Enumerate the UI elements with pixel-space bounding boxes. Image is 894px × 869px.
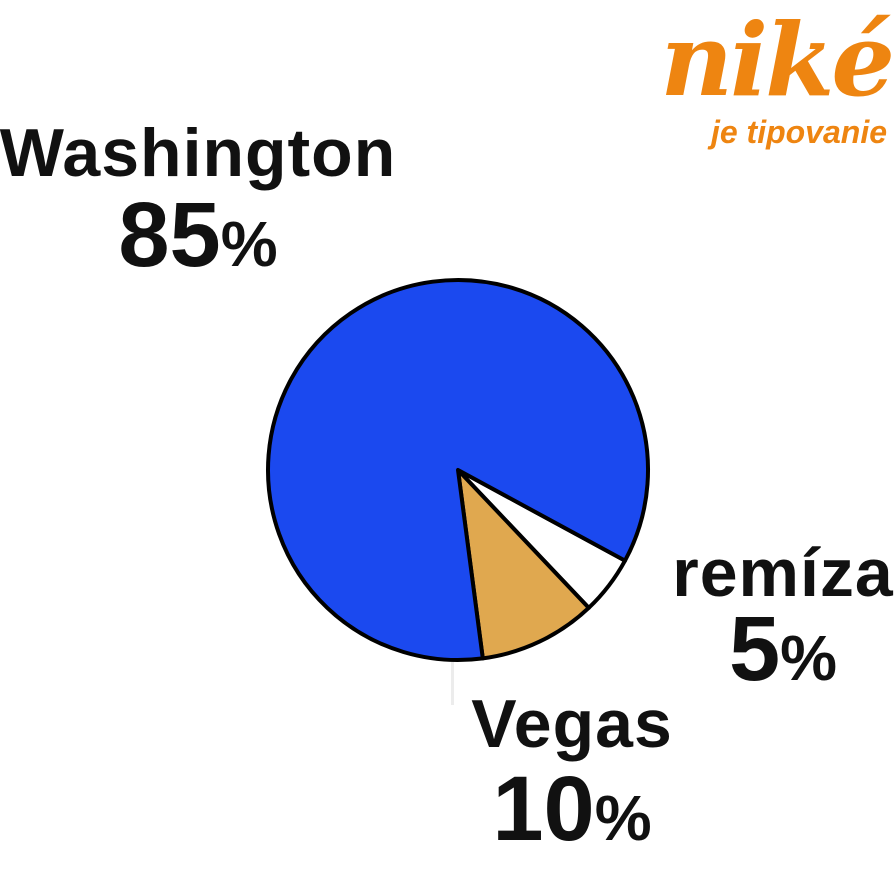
slice-percent-vegas: 10	[492, 758, 595, 860]
slice-label-washington: Washington	[0, 115, 397, 191]
slice-label-vegas: Vegas	[471, 686, 673, 762]
percent-sign-vegas: %	[594, 782, 652, 854]
slice-label-remiza: remíza	[672, 535, 894, 611]
vegas-label: Vegas 10%	[421, 690, 723, 855]
pie-chart	[248, 260, 668, 680]
pie-slice-vegas	[456, 468, 591, 661]
slice-percent-washington: 85	[118, 184, 221, 286]
nike-logo: niké	[660, 1, 894, 119]
slice-percent-remiza: 5	[728, 598, 781, 700]
pie-slices	[266, 278, 650, 662]
percent-sign-washington: %	[220, 208, 278, 280]
slice-value-remiza: 5%	[672, 603, 894, 695]
pie-chart-svg	[266, 278, 650, 662]
washington-label: Washington 85%	[0, 119, 400, 281]
slice-value-washington: 85%	[0, 189, 400, 281]
nike-logo-tagline: je tipovanie	[710, 114, 887, 150]
pie-slice-washington	[266, 278, 650, 662]
slice-value-vegas: 10%	[421, 763, 723, 855]
percent-sign-remiza: %	[780, 622, 838, 694]
remiza-label: remíza 5%	[672, 539, 894, 695]
label-leader-line	[451, 662, 454, 705]
